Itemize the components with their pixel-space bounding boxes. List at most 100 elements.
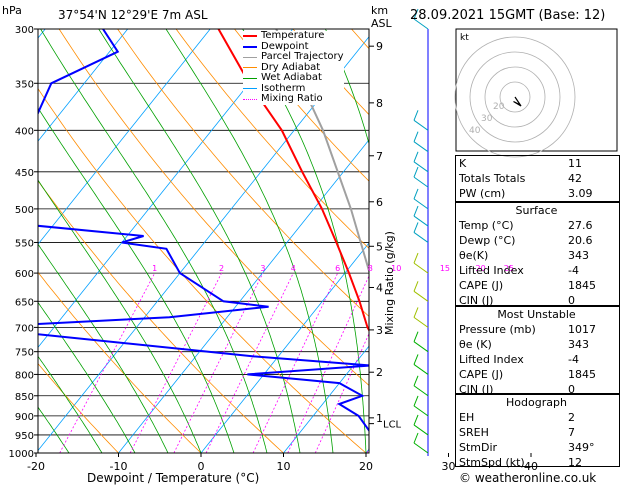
wind-barb-flag: [413, 414, 419, 426]
dry-adiabat: [38, 87, 367, 453]
pressure-tick-label: 700: [15, 323, 34, 334]
km-unit: km: [371, 4, 389, 17]
asl-unit: ASL: [371, 17, 392, 30]
temperature-tick-label: 10: [277, 460, 291, 473]
row-value: -4: [568, 264, 579, 277]
row-value: 2: [568, 411, 575, 424]
mixing-ratio-label: 15: [440, 264, 450, 273]
wind-barb-flag: [413, 205, 419, 217]
pressure-tick-label: 650: [15, 297, 34, 308]
surface-row: Temp (°C) 27.6: [455, 218, 618, 233]
mixing-ratio-label: 2: [219, 264, 224, 273]
wind-barb: [413, 198, 429, 210]
temperature-tick-label: 0: [198, 460, 205, 473]
row-value: 0: [568, 383, 575, 396]
temperature-tick-label: -10: [110, 460, 128, 473]
most-unstable-row: CIN (J) 0: [455, 382, 618, 397]
row-label: CIN (J): [459, 383, 494, 396]
mixing-ratio-label: 10: [391, 264, 401, 273]
hodograph-table-row: EH 2: [455, 410, 618, 425]
km-tick-label: 4: [376, 281, 383, 294]
dry-adiabat: [38, 180, 284, 453]
legend-label: Mixing Ratio: [261, 93, 323, 104]
row-value: 1017: [568, 323, 596, 336]
k-index-value: 11: [568, 157, 582, 170]
mixing-ratio-line: [59, 272, 156, 453]
chart-legend: Temperature Dewpoint Parcel Trajectory Dry …: [243, 30, 344, 105]
mixing-ratio-label: 8: [368, 264, 373, 273]
wet-adiabat: [165, 29, 334, 453]
most-unstable-row: CAPE (J) 1845: [455, 367, 618, 382]
most-unstable-row: Pressure (mb) 1017: [455, 322, 618, 337]
surface-row: CIN (J) 0: [455, 293, 618, 308]
hodograph-frame: [455, 28, 618, 152]
dewpoint-line: [38, 29, 369, 433]
row-label: CAPE (J): [459, 368, 504, 381]
mixing-ratio-line: [287, 274, 369, 453]
legend-swatch: [243, 98, 257, 100]
isotherm-line: [118, 139, 369, 453]
row-label: EH: [459, 411, 475, 424]
wind-barb-flag: [413, 375, 419, 386]
x-axis-label: Dewpoint / Temperature (°C): [87, 471, 260, 485]
row-value: 343: [568, 338, 589, 351]
hodograph-ring: [469, 51, 561, 143]
km-tick-label: 3: [376, 324, 383, 337]
legend-swatch: [243, 67, 257, 69]
mixing-ratio-line: [173, 272, 264, 453]
dry-adiabat: [175, 29, 369, 249]
surface-row: θe(K) 343: [455, 248, 618, 263]
wind-barb-flag: [413, 252, 419, 264]
legend-entry: Dry Adiabat: [243, 61, 344, 74]
row-label: StmSpd (kt): [459, 456, 525, 469]
row-value: 12: [568, 456, 582, 469]
row-label: CIN (J): [459, 294, 494, 307]
wind-barb: [413, 341, 429, 353]
pressure-tick-label: 300: [15, 25, 34, 36]
surface-row: Dewp (°C) 20.6: [455, 233, 618, 248]
row-value: 7: [568, 426, 575, 439]
legend-swatch: [243, 77, 257, 79]
legend-entry: Parcel Trajectory: [243, 51, 344, 63]
legend-swatch: [243, 35, 257, 38]
wind-barb-flag: [413, 307, 419, 318]
parcel-trajectory-line: [275, 29, 369, 275]
wind-barb: [413, 176, 429, 188]
wind-barb: [413, 141, 429, 153]
isotherm-line: [38, 29, 129, 142]
hodograph-ring-label: 40: [469, 126, 481, 136]
hodograph-ring-label: 20: [493, 102, 505, 112]
legend-label: Dewpoint: [261, 40, 309, 52]
row-label: Lifted Index: [459, 264, 524, 277]
mixing-ratio-line: [366, 447, 369, 453]
km-tick-label: 2: [376, 366, 383, 379]
hodograph-box: [455, 394, 620, 467]
legend-label: Temperature: [261, 30, 325, 41]
hodograph-table-row: StmDir 349°: [455, 440, 618, 455]
wind-barb: [413, 18, 429, 30]
wet-adiabat: [40, 29, 268, 453]
row-label: SREH: [459, 426, 489, 439]
wind-barb-flag: [413, 354, 419, 365]
row-label: Lifted Index: [459, 353, 524, 366]
wind-barb-flag: [413, 281, 419, 292]
row-value: 343: [568, 249, 589, 262]
row-value: 0: [568, 294, 575, 307]
row-value: -4: [568, 353, 579, 366]
wet-adiabat: [38, 301, 136, 453]
mixing-ratio-line: [252, 272, 339, 453]
plot-frame: [37, 28, 370, 454]
wind-barb-flag: [413, 331, 419, 342]
dry-adiabat: [117, 29, 369, 317]
wind-barb: [413, 290, 429, 302]
km-tick-label: 7: [376, 150, 383, 163]
mixing-ratio-line: [314, 332, 369, 453]
dry-adiabat: [38, 271, 202, 453]
legend-entry: Wet Adiabat: [243, 72, 344, 84]
legend-swatch: [243, 45, 257, 48]
isotherm-line: [200, 242, 369, 453]
lcl-label: LCL: [383, 420, 402, 431]
k-index-label: K: [459, 157, 467, 170]
legend-label: Dry Adiabat: [261, 61, 321, 73]
km-tick-label: 5: [376, 240, 383, 253]
